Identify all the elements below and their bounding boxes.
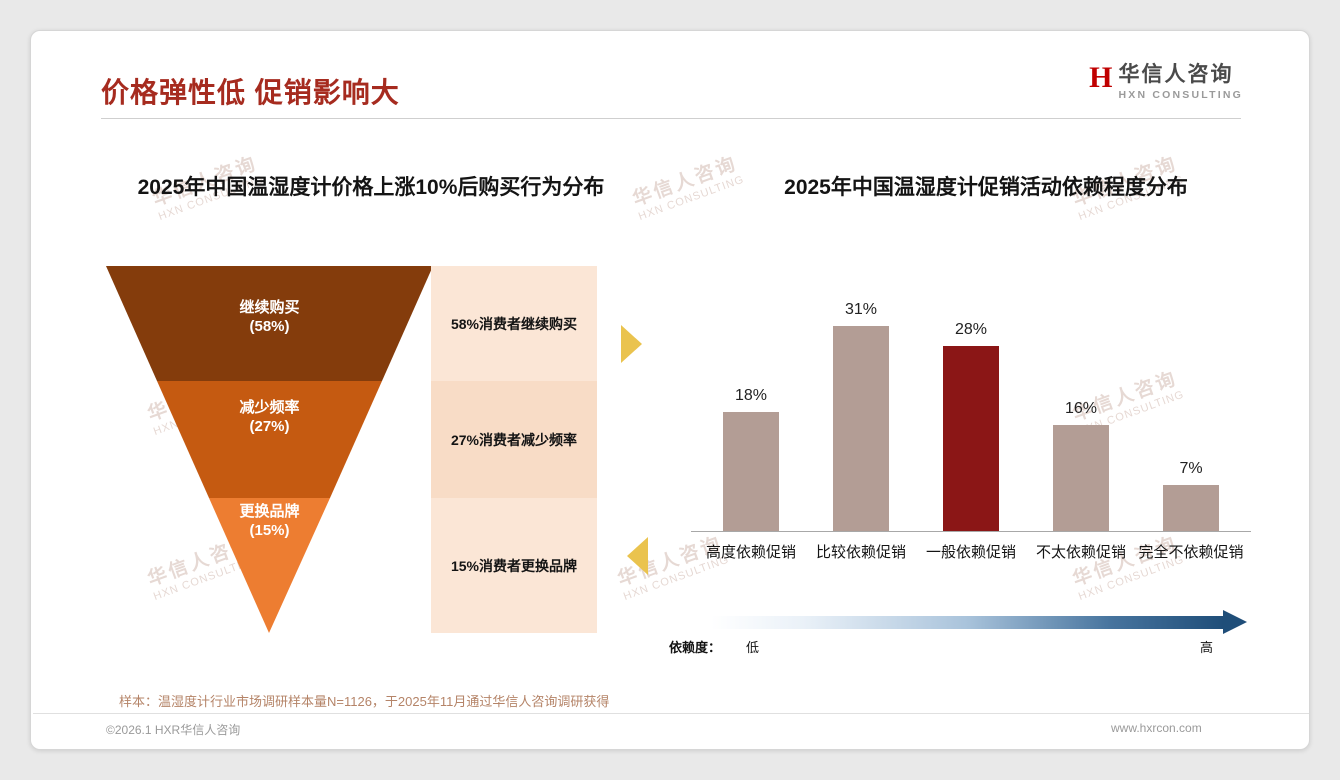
funnel-stage-1-label: 继续购买 (58%) xyxy=(106,298,433,336)
bar-value-label: 18% xyxy=(734,387,768,404)
funnel-notes-panel: 58%消费者继续购买 27%消费者减少频率 15%消费者更换品牌 xyxy=(431,266,597,633)
funnel-stage-2-name: 减少频率 xyxy=(239,399,300,416)
bar-group: 31% xyxy=(806,286,916,531)
company-logo: H 华信人咨询 HXN CONSULTING xyxy=(1089,61,1243,102)
dependency-low-label: 低 xyxy=(746,640,760,655)
footer-website: www.hxrcon.com xyxy=(1111,721,1202,735)
funnel-stage-3-name: 更换品牌 xyxy=(239,503,300,520)
dependency-high-label: 高 xyxy=(1200,640,1214,655)
bar-chart-category-row: 高度依赖促销 比较依赖促销 一般依赖促销 不太依赖促销 完全不依赖促销 xyxy=(696,541,1246,562)
funnel-chart: 继续购买 (58%) 减少频率 (27%) 更换品牌 (15%) xyxy=(106,266,433,633)
bar xyxy=(1163,485,1219,531)
logo-text: 华信人咨询 HXN CONSULTING xyxy=(1118,63,1243,101)
funnel-note-1: 58%消费者继续购买 xyxy=(431,266,597,381)
bar-category-label: 完全不依赖促销 xyxy=(1138,544,1244,561)
bar xyxy=(943,346,999,531)
arrow-left-icon xyxy=(627,537,648,575)
bar-chart-axis-line xyxy=(691,531,1251,532)
bar xyxy=(833,326,889,531)
bar-value-label: 28% xyxy=(954,321,988,338)
logo-h-icon: H xyxy=(1089,61,1113,94)
title-divider xyxy=(101,118,1241,119)
funnel-stage-1-name: 继续购买 xyxy=(239,299,300,316)
bar xyxy=(1053,425,1109,531)
bar-value-label: 16% xyxy=(1064,400,1098,417)
bar xyxy=(723,412,779,531)
dependency-gradient-arrow xyxy=(711,609,1251,635)
funnel-stage-3-pct: (15%) xyxy=(249,522,290,539)
funnel-note-2: 27%消费者减少频率 xyxy=(431,381,597,498)
logo-subtitle: HXN CONSULTING xyxy=(1118,89,1243,101)
bar-chart: 18% 31% 28% 16% 7% xyxy=(696,286,1246,531)
funnel-note-3: 15%消费者更换品牌 xyxy=(431,498,597,633)
funnel-stage-2-label: 减少频率 (27%) xyxy=(106,398,433,436)
bar-value-label: 31% xyxy=(844,301,878,318)
bar-group: 7% xyxy=(1136,286,1246,531)
bar-group: 16% xyxy=(1026,286,1136,531)
bar-group: 18% xyxy=(696,286,806,531)
bar-chart-title: 2025年中国温湿度计促销活动依赖程度分布 xyxy=(784,176,1188,199)
bar-category-label: 高度依赖促销 xyxy=(705,544,796,561)
logo-name: 华信人咨询 xyxy=(1118,63,1234,86)
bar-category-label: 不太依赖促销 xyxy=(1035,544,1126,561)
footer-copyright: ©2026.1 HXR华信人咨询 xyxy=(106,723,241,737)
funnel-stage-3-label: 更换品牌 (15%) xyxy=(106,502,433,540)
bar-category-label: 一般依赖促销 xyxy=(925,544,1016,561)
funnel-chart-title: 2025年中国温湿度计价格上涨10%后购买行为分布 xyxy=(137,176,605,199)
slide-card: 华信人咨询 HXN CONSULTING 华信人咨询 HXN CONSULTIN… xyxy=(30,30,1310,750)
funnel-stage-1-pct: (58%) xyxy=(249,318,290,335)
watermark: 华信人咨询 HXN CONSULTING xyxy=(1068,528,1186,603)
bar-value-label: 7% xyxy=(1179,460,1203,477)
dependency-axis-labels: 依赖度： 低 高 xyxy=(669,637,1249,657)
bar-group: 28% xyxy=(916,286,1026,531)
gradient-arrow-head-icon xyxy=(1223,610,1247,634)
funnel-stage-1 xyxy=(106,266,433,381)
funnel-stage-2-pct: (27%) xyxy=(249,418,290,435)
gradient-arrow-shaft xyxy=(711,615,1223,629)
arrow-right-icon xyxy=(621,325,642,363)
page-title: 价格弹性低 促销影响大 xyxy=(101,77,400,108)
sample-note: 样本：温湿度计行业市场调研样本量N=1126，于2025年11月通过华信人咨询调… xyxy=(119,694,610,709)
footer-divider xyxy=(33,713,1309,714)
bar-category-label: 比较依赖促销 xyxy=(815,544,906,561)
dependency-axis-title: 依赖度： xyxy=(669,640,722,655)
